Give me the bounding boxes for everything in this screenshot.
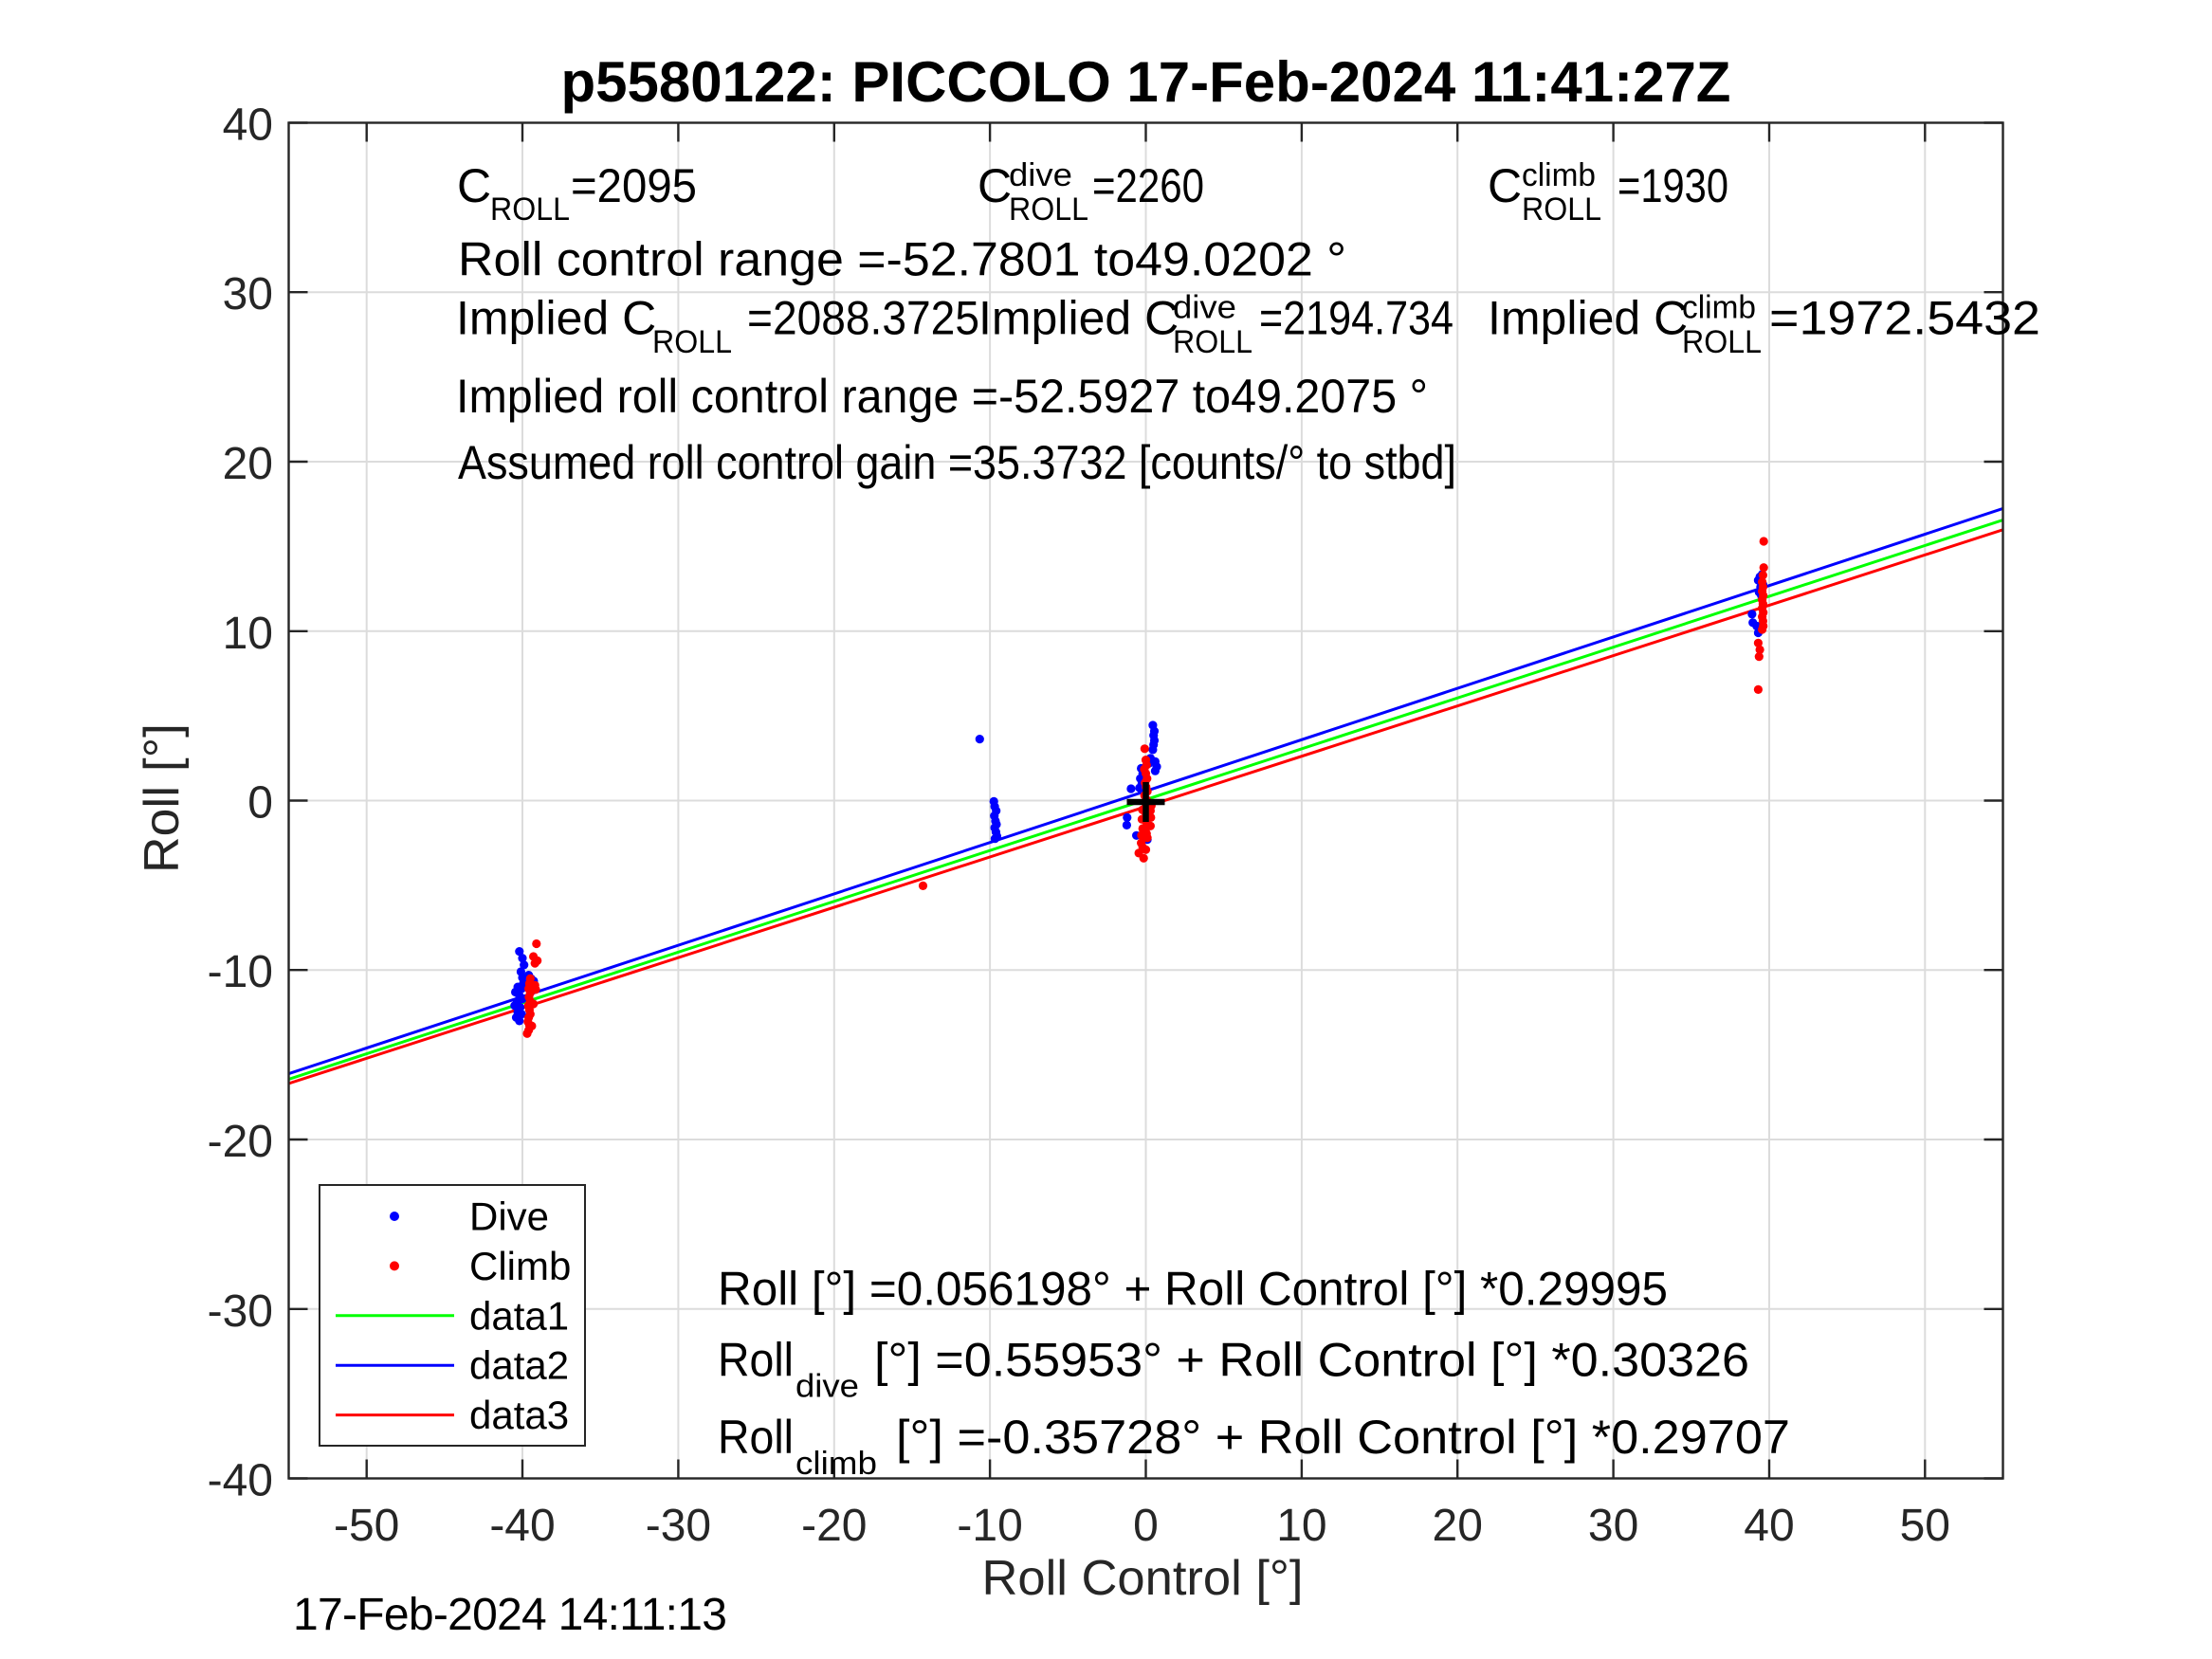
svg-text:Implied C: Implied C [456, 292, 656, 345]
svg-text:20: 20 [223, 439, 273, 489]
svg-text:30: 30 [1588, 1501, 1638, 1551]
svg-text:dive: dive [795, 1369, 859, 1405]
svg-text:10: 10 [223, 609, 273, 659]
svg-text:40: 40 [1744, 1501, 1794, 1551]
svg-text:climb: climb [1682, 290, 1756, 326]
svg-text:Climb: Climb [469, 1244, 571, 1288]
svg-text:Roll: Roll [718, 1411, 794, 1464]
svg-text:=2260: =2260 [1092, 159, 1204, 212]
svg-text:-10: -10 [957, 1501, 1022, 1551]
svg-text:Implied C: Implied C [978, 292, 1179, 345]
svg-text:20: 20 [1433, 1501, 1483, 1551]
svg-text:climb: climb [1522, 157, 1596, 193]
svg-text:climb: climb [795, 1446, 877, 1482]
svg-text:data3: data3 [469, 1393, 569, 1437]
svg-text:10: 10 [1276, 1501, 1326, 1551]
svg-text:ROLL: ROLL [1522, 191, 1601, 228]
svg-text:dive: dive [1173, 290, 1236, 326]
svg-text:Implied C: Implied C [1488, 292, 1688, 345]
svg-text:C: C [457, 159, 491, 212]
svg-text:40: 40 [223, 100, 273, 151]
svg-text:0: 0 [1133, 1501, 1159, 1551]
svg-text:50: 50 [1900, 1501, 1950, 1551]
svg-text:Roll: Roll [718, 1334, 794, 1387]
svg-text:=1972.5432: =1972.5432 [1769, 292, 2040, 345]
svg-text:=2088.3725: =2088.3725 [747, 292, 979, 345]
svg-text:[°] =-0.35728° + Roll Control: [°] =-0.35728° + Roll Control [°] *0.297… [896, 1411, 1790, 1464]
svg-text:30: 30 [223, 269, 273, 319]
svg-text:Dive: Dive [469, 1194, 549, 1239]
svg-text:=2194.734: =2194.734 [1259, 292, 1453, 345]
svg-text:dive: dive [1009, 157, 1072, 193]
svg-text:17-Feb-2024 14:11:13: 17-Feb-2024 14:11:13 [293, 1590, 727, 1640]
svg-text:-30: -30 [208, 1286, 273, 1337]
svg-text:=1930: =1930 [1618, 159, 1728, 212]
svg-text:-40: -40 [208, 1456, 273, 1506]
svg-text:-40: -40 [489, 1501, 555, 1551]
svg-text:Roll Control [°]: Roll Control [°] [982, 1551, 1304, 1606]
svg-text:ROLL: ROLL [1682, 324, 1762, 360]
svg-text:Roll [°] =0.056198° + Roll Con: Roll [°] =0.056198° + Roll Control [°] *… [718, 1263, 1668, 1316]
svg-text:Roll [°]: Roll [°] [135, 723, 190, 873]
svg-text:p5580122: PICCOLO 17-Feb-2024: p5580122: PICCOLO 17-Feb-2024 11:41:27Z [561, 50, 1731, 114]
svg-text:data1: data1 [469, 1293, 569, 1338]
svg-text:-30: -30 [646, 1501, 711, 1551]
svg-text:-50: -50 [334, 1501, 399, 1551]
svg-text:C: C [1488, 159, 1522, 212]
svg-text:ROLL: ROLL [1009, 191, 1088, 228]
svg-text:ROLL: ROLL [652, 324, 732, 360]
svg-text:-20: -20 [801, 1501, 867, 1551]
svg-text:[°] =0.55953° + Roll Control [: [°] =0.55953° + Roll Control [°] *0.3032… [874, 1334, 1749, 1387]
svg-text:Implied roll control range =-5: Implied roll control range =-52.5927 to4… [456, 370, 1428, 423]
svg-text:data2: data2 [469, 1343, 569, 1388]
svg-text:Roll control range =-52.7801 t: Roll control range =-52.7801 to49.0202 ° [458, 233, 1346, 286]
svg-text:Assumed roll control gain =35.: Assumed roll control gain =35.3732 [coun… [458, 436, 1456, 489]
svg-text:=2095: =2095 [571, 159, 697, 212]
svg-text:-10: -10 [208, 947, 273, 997]
svg-text:-20: -20 [208, 1117, 273, 1167]
svg-text:ROLL: ROLL [1173, 324, 1252, 360]
svg-text:C: C [978, 159, 1012, 212]
svg-text:ROLL: ROLL [490, 191, 570, 228]
svg-text:0: 0 [247, 778, 273, 829]
